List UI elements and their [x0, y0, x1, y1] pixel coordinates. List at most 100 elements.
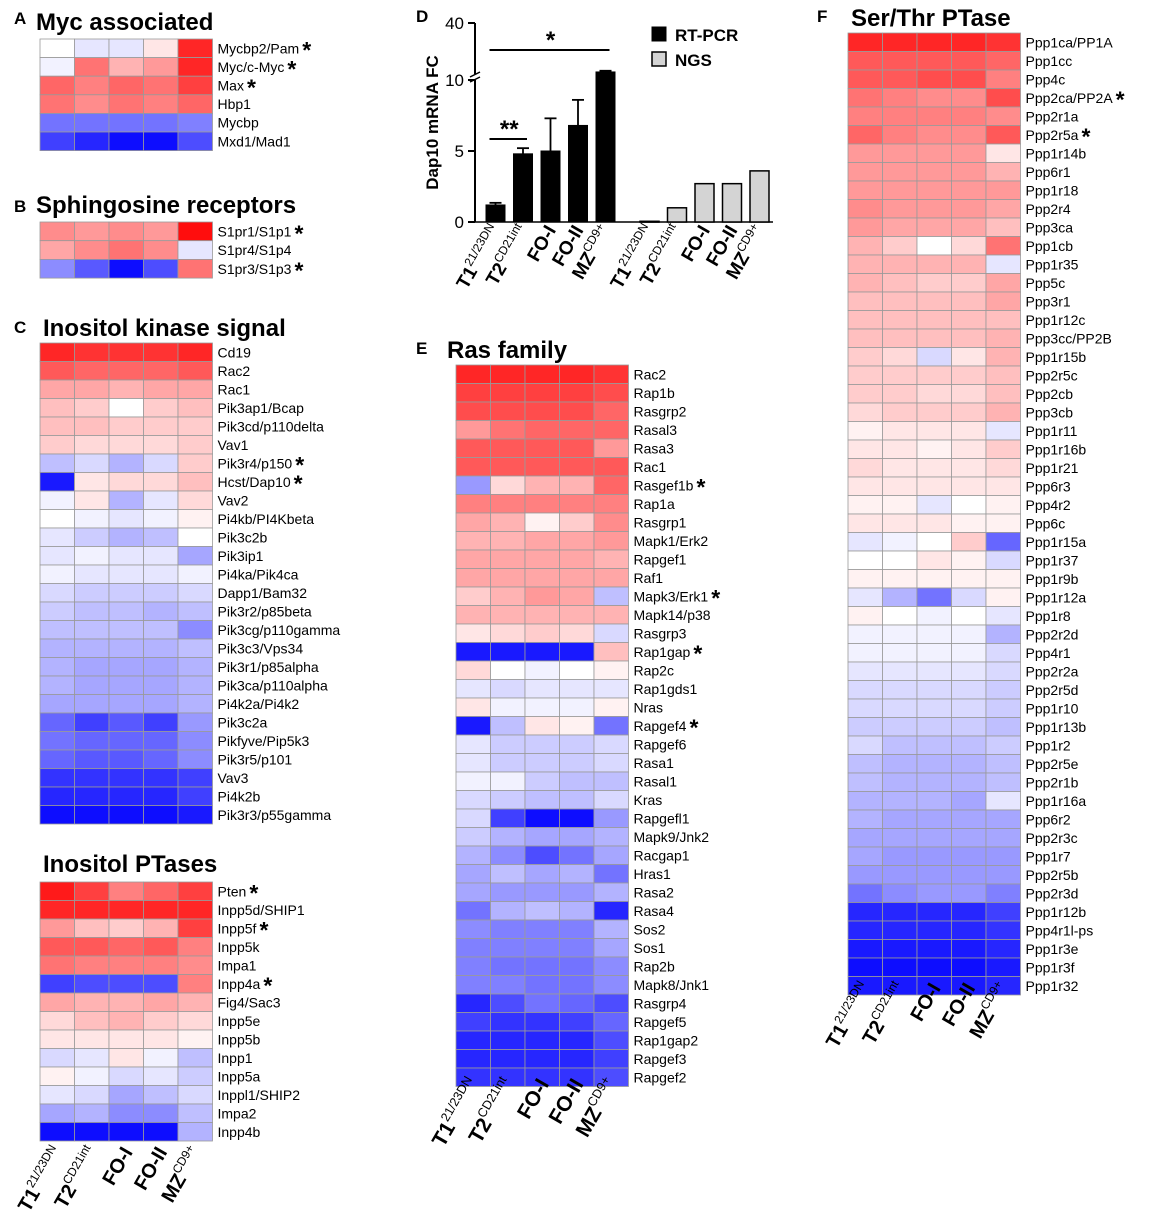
heatmap-cell — [882, 217, 918, 237]
heatmap-cell — [74, 398, 110, 418]
heatmap-cell — [951, 513, 987, 533]
heatmap-cell — [108, 786, 144, 806]
heatmap-cell — [490, 531, 526, 551]
significance-star: * — [259, 917, 268, 943]
row-label: Ppp2r5b — [1026, 867, 1079, 883]
heatmap-cell — [524, 1030, 560, 1050]
heatmap-cell — [524, 642, 560, 662]
heatmap-cell — [882, 939, 918, 959]
heatmap-cell — [143, 937, 179, 957]
heatmap-cell — [916, 310, 952, 330]
row-label: Rap2b — [634, 958, 675, 974]
row-label: Rasa2 — [634, 884, 675, 900]
heatmap-cell — [177, 937, 213, 957]
heatmap-cell — [951, 865, 987, 885]
column-label-base: T2 — [465, 1114, 497, 1147]
heatmap-cell — [593, 734, 629, 754]
heatmap-cell — [951, 532, 987, 552]
heatmap-cell — [559, 716, 595, 736]
heatmap-cell — [524, 1049, 560, 1069]
bar-x-label-superscript: CD21int — [645, 220, 679, 265]
heatmap-cell — [985, 180, 1021, 200]
column-label-base: MZ — [966, 1006, 999, 1042]
heatmap-cell — [143, 38, 179, 59]
significance-star: * — [1081, 124, 1090, 150]
heatmap-cell — [39, 992, 75, 1012]
heatmap-cell — [74, 509, 110, 529]
heatmap-cell — [143, 258, 179, 279]
row-label: Rapgef2 — [634, 1069, 687, 1085]
heatmap-cell — [847, 791, 883, 811]
heatmap-cell — [39, 881, 75, 901]
heatmap-cell — [882, 606, 918, 626]
heatmap-cell — [39, 57, 75, 77]
heatmap-cell — [847, 754, 883, 774]
heatmap-cell — [74, 712, 110, 732]
heatmap-cell — [108, 657, 144, 677]
heatmap-cell — [985, 254, 1021, 274]
heatmap-cell — [847, 883, 883, 903]
heatmap-cell — [177, 361, 213, 381]
heatmap-cell — [985, 680, 1021, 700]
row-label: Rapgef5 — [634, 1014, 687, 1030]
heatmap-cell — [74, 379, 110, 399]
row-label: Rasal1 — [634, 773, 678, 789]
heatmap-cell — [951, 421, 987, 441]
heatmap-cell — [524, 494, 560, 514]
heatmap-cell — [108, 527, 144, 547]
heatmap-cell — [559, 919, 595, 939]
heatmap-cell — [524, 845, 560, 865]
column-label-base: MZ — [158, 1170, 191, 1206]
heatmap-cell — [916, 939, 952, 959]
heatmap-cell — [490, 993, 526, 1013]
heatmap-cell — [985, 735, 1021, 755]
row-label: Ppp2r5e — [1026, 756, 1079, 772]
heatmap-cell — [74, 937, 110, 957]
heatmap-cell — [916, 458, 952, 478]
heatmap-cell — [455, 605, 491, 625]
row-label: Max — [218, 78, 244, 94]
heatmap-cell — [108, 694, 144, 714]
heatmap-cell — [951, 458, 987, 478]
heatmap-cell — [455, 383, 491, 403]
heatmap-cell — [143, 1029, 179, 1049]
heatmap-cell — [455, 568, 491, 588]
heatmap-cell — [177, 258, 213, 279]
y-tick-label: 5 — [455, 142, 464, 161]
panel-title: Ras family — [447, 337, 568, 364]
heatmap-cell — [177, 657, 213, 677]
heatmap-cell — [490, 864, 526, 884]
panel-letter: F — [817, 7, 827, 26]
heatmap-cell — [524, 438, 560, 458]
heatmap-cell — [593, 642, 629, 662]
heatmap-cell — [74, 620, 110, 640]
heatmap-cell — [882, 828, 918, 848]
heatmap-cell — [177, 1066, 213, 1086]
legend-label-rtpcr: RT-PCR — [675, 26, 738, 45]
heatmap-cell — [559, 586, 595, 606]
row-label: Rac2 — [218, 363, 251, 379]
heatmap-cell — [985, 569, 1021, 589]
heatmap-cell — [916, 402, 952, 422]
heatmap-cell — [985, 328, 1021, 348]
heatmap-cell — [143, 564, 179, 584]
panel-title: Ser/Thr PTase — [851, 5, 1011, 32]
heatmap-cell — [985, 772, 1021, 792]
heatmap-cell — [593, 1012, 629, 1032]
heatmap-cell — [559, 734, 595, 754]
heatmap-cell — [108, 1011, 144, 1031]
heatmap-cell — [143, 398, 179, 418]
heatmap-cell — [951, 939, 987, 959]
heatmap-cell — [143, 694, 179, 714]
heatmap-cell — [39, 768, 75, 788]
heatmap-cell — [951, 698, 987, 718]
heatmap-cell — [490, 901, 526, 921]
heatmap-cell — [143, 131, 179, 152]
heatmap-cell — [455, 679, 491, 699]
significance-label: * — [546, 27, 556, 54]
heatmap-cell — [490, 790, 526, 810]
heatmap-cell — [559, 790, 595, 810]
heatmap-cell — [39, 564, 75, 584]
heatmap-cell — [559, 808, 595, 828]
